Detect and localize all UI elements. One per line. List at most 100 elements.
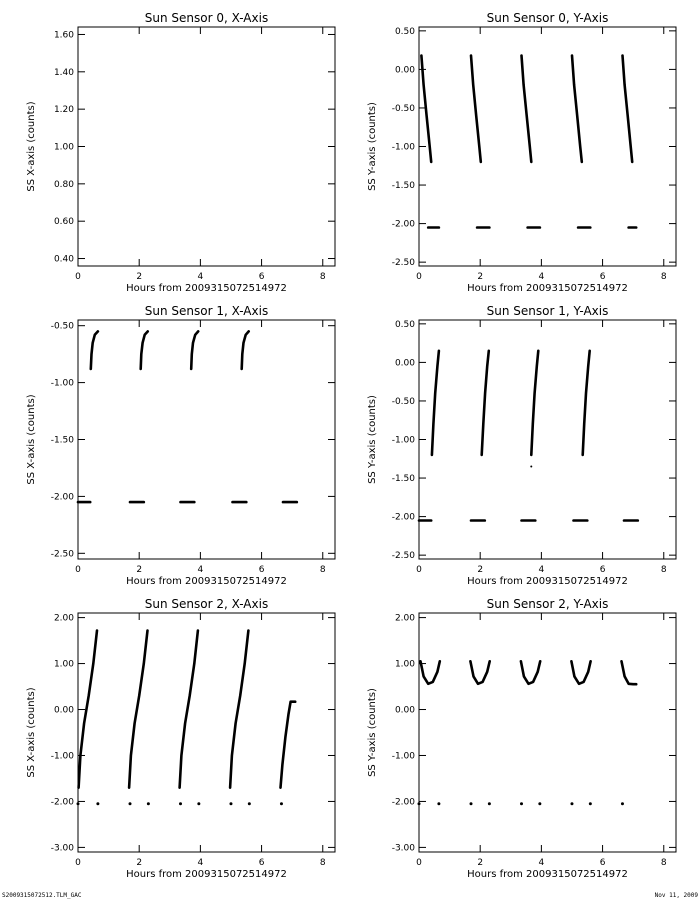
data-trace bbox=[127, 629, 149, 790]
footer-date-label: Nov 11, 2009 bbox=[654, 892, 698, 899]
y-tick-label: -2.00 bbox=[51, 492, 75, 502]
y-tick-label: 0.40 bbox=[54, 255, 74, 265]
x-tick-label: 4 bbox=[198, 565, 204, 575]
data-point bbox=[247, 802, 251, 806]
data-point bbox=[96, 802, 100, 806]
y-tick-label: -1.00 bbox=[51, 751, 75, 761]
x-tick-label: 8 bbox=[320, 858, 326, 868]
plot-frame bbox=[418, 319, 677, 560]
x-tick-label: 2 bbox=[477, 272, 483, 282]
y-tick-label: 0.00 bbox=[54, 706, 74, 716]
plot-frame bbox=[77, 26, 336, 267]
x-tick-label: 4 bbox=[539, 565, 545, 575]
y-tick-label: -2.50 bbox=[392, 551, 416, 561]
y-tick-label: -2.00 bbox=[392, 220, 416, 230]
y-tick-label: 0.00 bbox=[395, 65, 415, 75]
y-tick-label: -0.50 bbox=[51, 322, 75, 332]
y-tick-label: 1.60 bbox=[54, 30, 74, 40]
data-point bbox=[620, 802, 624, 806]
y-tick-label: 1.00 bbox=[395, 660, 415, 670]
data-trace bbox=[419, 659, 442, 686]
plot-frame bbox=[77, 612, 336, 853]
y-tick-label: -2.00 bbox=[392, 513, 416, 523]
x-axis-label: Hours from 2009315072514972 bbox=[126, 576, 287, 587]
x-tick-label: 8 bbox=[320, 565, 326, 575]
x-tick-label: 8 bbox=[661, 565, 667, 575]
data-point bbox=[519, 802, 523, 806]
data-trace bbox=[621, 54, 634, 164]
x-tick-label: 6 bbox=[259, 858, 265, 868]
data-trace bbox=[279, 700, 297, 790]
y-tick-label: -1.50 bbox=[51, 436, 75, 446]
chart-panel-5: Sun Sensor 2, X-Axis 0 2 4 6 8 -3.00 -2.00 -1.00… bbox=[26, 597, 336, 880]
x-tick-label: 2 bbox=[477, 565, 483, 575]
chart-panel-6: Sun Sensor 2, Y-Axis 0 2 4 6 8 -3.00 -2.00 -1.00… bbox=[367, 597, 677, 880]
y-axis-label: SS X-axis (counts) bbox=[26, 687, 37, 777]
x-tick-label: 6 bbox=[600, 858, 606, 868]
data-trace bbox=[520, 54, 533, 164]
y-tick-label: 0.50 bbox=[395, 27, 415, 37]
x-tick-label: 6 bbox=[259, 272, 265, 282]
x-tick-label: 0 bbox=[75, 272, 81, 282]
chart-panel-1: Sun Sensor 0, X-Axis 0 2 4 6 8 0.40 0.60 0.80 1.0… bbox=[26, 11, 336, 294]
data-trace bbox=[430, 349, 441, 457]
data-trace bbox=[469, 54, 483, 164]
x-tick-label: 2 bbox=[136, 858, 142, 868]
plot-frame bbox=[418, 26, 677, 267]
y-tick-label: 1.00 bbox=[54, 660, 74, 670]
data-point bbox=[437, 802, 441, 806]
x-tick-label: 4 bbox=[539, 858, 545, 868]
chart-title: Sun Sensor 2, Y-Axis bbox=[487, 597, 609, 611]
y-tick-label: -1.00 bbox=[392, 436, 416, 446]
data-trace bbox=[89, 330, 100, 371]
y-tick-label: -0.50 bbox=[392, 397, 416, 407]
x-tick-label: 8 bbox=[661, 272, 667, 282]
x-axis-label: Hours from 2009315072514972 bbox=[467, 869, 628, 880]
data-trace bbox=[480, 349, 491, 457]
data-trace bbox=[178, 629, 200, 790]
data-trace bbox=[469, 659, 492, 686]
data-point bbox=[229, 802, 233, 806]
y-tick-label: -2.50 bbox=[392, 258, 416, 268]
x-tick-label: 6 bbox=[600, 272, 606, 282]
y-tick-label: -1.00 bbox=[392, 143, 416, 153]
x-axis-label: Hours from 2009315072514972 bbox=[126, 869, 287, 880]
y-tick-label: 2.00 bbox=[54, 614, 74, 624]
y-tick-label: -3.00 bbox=[392, 843, 416, 853]
x-tick-label: 0 bbox=[75, 565, 81, 575]
data-point bbox=[588, 802, 592, 806]
data-point bbox=[469, 802, 473, 806]
x-tick-label: 0 bbox=[416, 565, 422, 575]
y-tick-label: -1.00 bbox=[51, 379, 75, 389]
x-tick-label: 8 bbox=[661, 858, 667, 868]
data-trace bbox=[519, 659, 542, 686]
chart-title: Sun Sensor 0, X-Axis bbox=[145, 11, 268, 25]
chart-title: Sun Sensor 1, Y-Axis bbox=[487, 304, 609, 318]
y-tick-label: 0.80 bbox=[54, 180, 74, 190]
data-trace bbox=[570, 659, 592, 686]
data-point bbox=[538, 802, 542, 806]
data-point bbox=[128, 802, 132, 806]
data-trace bbox=[228, 629, 250, 790]
x-axis-label: Hours from 2009315072514972 bbox=[126, 283, 287, 294]
y-tick-label: -2.00 bbox=[51, 797, 75, 807]
y-tick-label: 1.40 bbox=[54, 68, 74, 78]
y-tick-label: 0.60 bbox=[54, 217, 74, 227]
y-axis-label: SS X-axis (counts) bbox=[26, 101, 37, 191]
x-tick-label: 0 bbox=[416, 858, 422, 868]
data-point bbox=[279, 802, 283, 806]
footer-file-label: S2009315072512.TLM_GAC bbox=[2, 892, 82, 899]
y-tick-label: 1.00 bbox=[54, 143, 74, 153]
x-tick-label: 6 bbox=[259, 565, 265, 575]
y-tick-label: 1.20 bbox=[54, 105, 74, 115]
x-tick-label: 4 bbox=[198, 858, 204, 868]
y-tick-label: -0.50 bbox=[392, 104, 416, 114]
chart-panel-4: Sun Sensor 1, Y-Axis 0 2 4 6 8 -2.50 -2.00 -1.50… bbox=[367, 304, 677, 587]
data-point bbox=[197, 802, 201, 806]
y-axis-label: SS Y-axis (counts) bbox=[367, 688, 378, 777]
x-tick-label: 0 bbox=[416, 272, 422, 282]
x-axis-label: Hours from 2009315072514972 bbox=[467, 576, 628, 587]
y-axis-label: SS X-axis (counts) bbox=[26, 394, 37, 484]
plot-frame bbox=[418, 612, 677, 853]
